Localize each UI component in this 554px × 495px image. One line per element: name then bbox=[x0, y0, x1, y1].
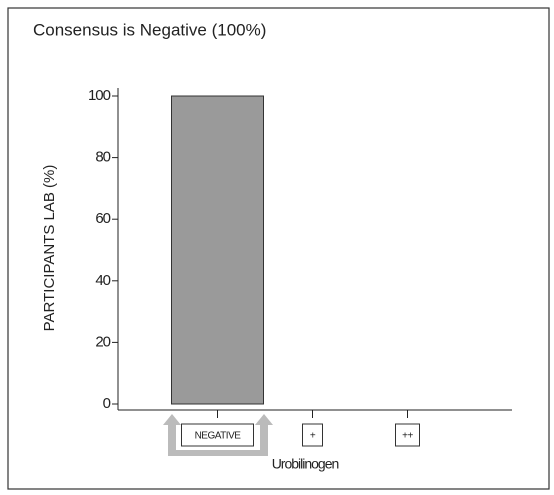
category-box bbox=[181, 423, 254, 447]
category-box bbox=[302, 423, 323, 447]
y-tick-label: 40 bbox=[95, 272, 110, 289]
bar bbox=[171, 95, 264, 405]
y-axis-label: PARTICIPANTS LAB (%) bbox=[41, 165, 58, 332]
y-tick-label: 0 bbox=[103, 395, 111, 412]
y-tick-label: 60 bbox=[95, 210, 110, 227]
x-tick-label: ++ bbox=[402, 431, 413, 442]
highlight-arrows bbox=[163, 414, 273, 456]
chart-title: Consensus is Negative (100%) bbox=[33, 20, 266, 39]
y-tick-label: 100 bbox=[88, 87, 111, 104]
frame bbox=[7, 7, 550, 490]
category-box bbox=[395, 423, 420, 447]
x-tick-label: NEGATIVE bbox=[195, 431, 242, 442]
x-tick-label: + bbox=[310, 431, 316, 442]
y-tick-label: 80 bbox=[95, 149, 110, 166]
x-axis-label: Urobilinogen bbox=[272, 456, 339, 472]
y-tick-label: 20 bbox=[95, 333, 110, 350]
